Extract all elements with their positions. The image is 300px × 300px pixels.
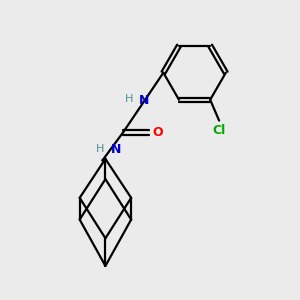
Text: O: O [152, 126, 163, 139]
Text: N: N [139, 94, 149, 106]
Text: H: H [125, 94, 133, 104]
Text: H: H [96, 144, 104, 154]
Text: Cl: Cl [212, 124, 226, 137]
Text: N: N [111, 143, 122, 156]
